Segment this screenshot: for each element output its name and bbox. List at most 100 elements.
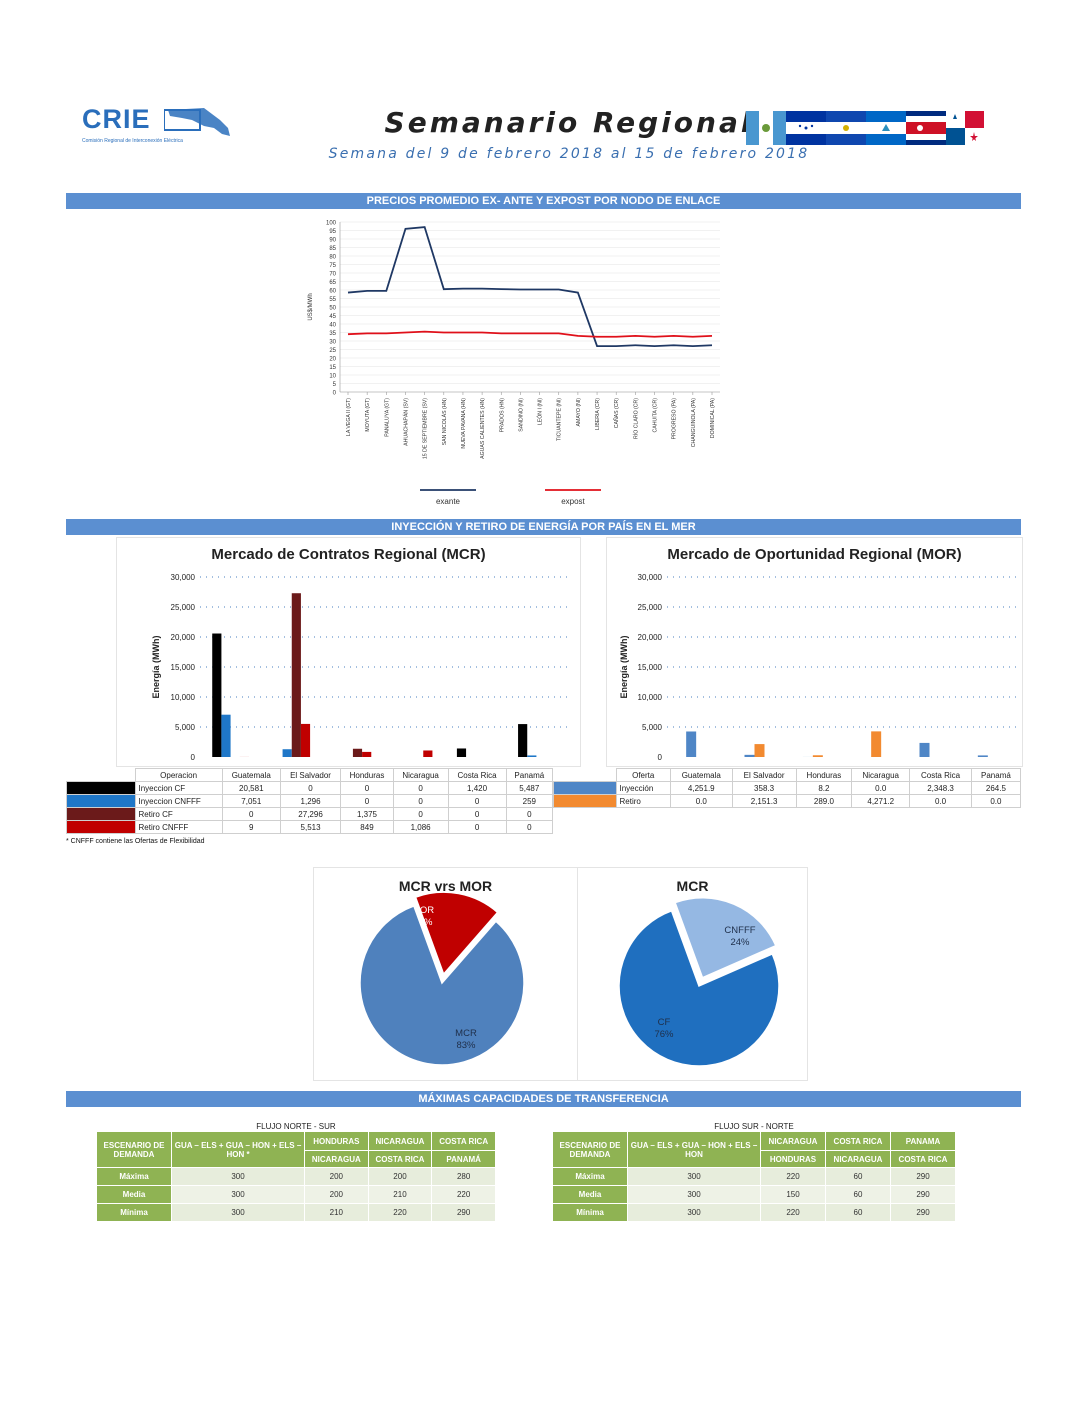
legend-label-exante: exante (436, 497, 461, 506)
bar-retiro-1 (754, 744, 765, 757)
table-cell: 4,251.9 (669, 781, 733, 795)
column-header: Oferta (615, 768, 671, 782)
column-header: El Salvador (731, 768, 797, 782)
table-cell: 5,487 (505, 781, 554, 795)
table-row: Inyeccion CNFFF 7,051 1,296 0 0 0 259 (66, 794, 554, 808)
honduras-flag-icon (786, 111, 826, 145)
pie-pct-cf: 76% (654, 1029, 674, 1040)
capacity-cell: 220 (761, 1168, 825, 1185)
prices-line-chart: 0 5 10 15 20 25 30 35 40 45 50 55 60 65 70 75 80 85 90 95 10… (308, 221, 720, 506)
column-header: Operacion (134, 768, 223, 782)
swatch-header-cell (67, 769, 136, 782)
y-tick-label: 0 (658, 753, 663, 762)
bar-inyeccion-cnfff-1 (282, 749, 292, 757)
table-cell: 0.0 (909, 794, 972, 808)
bar-inyección-4 (919, 742, 930, 757)
column-header: Nicaragua (851, 768, 911, 782)
x-tick-label: DOMINICAL (PA) (710, 398, 716, 438)
pie-slice-mcr (359, 905, 525, 1066)
table-cell: 4,271.2 (851, 794, 911, 808)
page-subtitle: Semana del 9 de febrero 2018 al 15 de fe… (328, 146, 810, 162)
x-tick-label: MOYUTA (GT) (365, 398, 371, 432)
el-salvador-flag-icon (826, 111, 866, 145)
pie-pct-mcr: 83% (456, 1040, 476, 1051)
series-color-swatch (66, 820, 136, 834)
capacity-cell: 220 (761, 1204, 825, 1221)
capacity-cell: 200 (305, 1186, 368, 1203)
capacity-cell: 290 (891, 1186, 955, 1203)
pie-slice-cnfff (674, 896, 777, 979)
scenario-label: Máxima (97, 1168, 171, 1185)
table-cell: 259 (505, 794, 554, 808)
table-cell: 264.5 (970, 781, 1022, 795)
table-cell: 1,296 (279, 794, 342, 808)
pie-pct-mor: 17% (413, 917, 433, 928)
scenario-label: Mínima (553, 1204, 627, 1221)
header-bottom-1: COSTA RICA (368, 1151, 432, 1167)
column-header: Honduras (795, 768, 853, 782)
y-tick-label: 5,000 (642, 723, 663, 732)
x-tick-label: LA VEGA II (GT) (346, 398, 352, 436)
capacity-cell: 290 (432, 1204, 495, 1221)
mor-chart-title: Mercado de Oportunidad Regional (MOR) (667, 546, 962, 563)
capacity-cell: 200 (305, 1168, 368, 1185)
capacity-row: Media 300 200 210 220 (97, 1186, 495, 1203)
y-tick-label: 45 (329, 314, 336, 320)
bar-retiro-2 (812, 755, 823, 757)
bar-inyeccion-cnfff-0 (221, 714, 231, 757)
table-cell: 0 (392, 794, 449, 808)
flujo-norte-sur-title: FLUJO NORTE - SUR (256, 1122, 336, 1131)
table-row: Retiro CNFFF 9 5,513 849 1,086 0 0 (66, 820, 554, 834)
row-label: Inyección (615, 781, 671, 795)
bar-inyección-1 (744, 754, 755, 757)
pie-slice-cf (618, 909, 780, 1067)
pie-pct-cnfff: 24% (730, 937, 750, 948)
series-color-swatch (553, 781, 617, 795)
header-bottom-0: HONDURAS (761, 1151, 825, 1167)
header-top-1: COSTA RICA (826, 1132, 890, 1150)
series-color-swatch (66, 807, 136, 821)
section-header-capacity: MÁXIMAS CAPACIDADES DE TRANSFERENCIA (66, 1091, 1021, 1107)
y-tick-label: 0 (333, 391, 337, 397)
capacity-cell: 210 (305, 1204, 368, 1221)
pie-slice-mor (414, 891, 499, 976)
scenario-label: Media (553, 1186, 627, 1203)
capacity-cell: 280 (432, 1168, 495, 1185)
row-label: Retiro (615, 794, 671, 808)
mor-chart-box: Mercado de Oportunidad Regional (MOR) 0 5… (606, 537, 1023, 767)
x-tick-label: PANALUYA (GT) (384, 398, 390, 437)
table-cell: 0 (221, 807, 281, 821)
table-cell: 27,296 (279, 807, 342, 821)
table-cell: 1,420 (447, 781, 507, 795)
capacity-cell: 300 (172, 1204, 304, 1221)
header-top-1: NICARAGUA (368, 1132, 432, 1150)
y-tick-label: 40 (329, 323, 336, 329)
header-bottom-0: NICARAGUA (305, 1151, 368, 1167)
header-escenario: ESCENARIO DE DEMANDA (97, 1132, 171, 1167)
column-header: Costa Rica (447, 768, 507, 782)
capacity-cell: 300 (628, 1168, 760, 1185)
flujo-sur-norte-title: FLUJO SUR - NORTE (714, 1122, 794, 1131)
table-row: Inyección 4,251.9 358.3 8.2 0.0 2,348.3 264.5 (553, 781, 1022, 795)
country-flags (746, 111, 984, 145)
x-tick-label: SANDINO (NI) (518, 398, 524, 432)
table-header-row: Operacion Guatemala El Salvador Honduras Nic… (67, 768, 554, 782)
header-top-0: NICARAGUA (761, 1132, 825, 1150)
series-color-swatch (66, 781, 136, 795)
x-tick-label: CAÑAS (CR) (613, 398, 620, 429)
header-top-2: COSTA RICA (432, 1132, 495, 1150)
cnfff-note: * CNFFF contiene las Ofertas de Flexibil… (66, 838, 205, 845)
y-tick-label: 10,000 (638, 693, 663, 702)
pie-title-mcr: MCR (676, 878, 709, 894)
y-tick-label: 10,000 (171, 693, 196, 702)
table-cell: 20,581 (221, 781, 281, 795)
table-cell: 5,513 (279, 820, 342, 834)
x-tick-label: CAHUITA (CR) (653, 398, 659, 433)
pie-title-mcr-vs-mor: MCR vrs MOR (398, 878, 493, 894)
bar-inyección-5 (977, 755, 988, 757)
capacity-cell: 300 (172, 1168, 304, 1185)
nicaragua-flag-icon (866, 111, 906, 145)
y-tick-label: 20 (329, 357, 336, 363)
table-cell: 849 (340, 820, 394, 834)
mcr-chart-box: Mercado de Contratos Regional (MCR) 0 5,0… (116, 537, 581, 767)
